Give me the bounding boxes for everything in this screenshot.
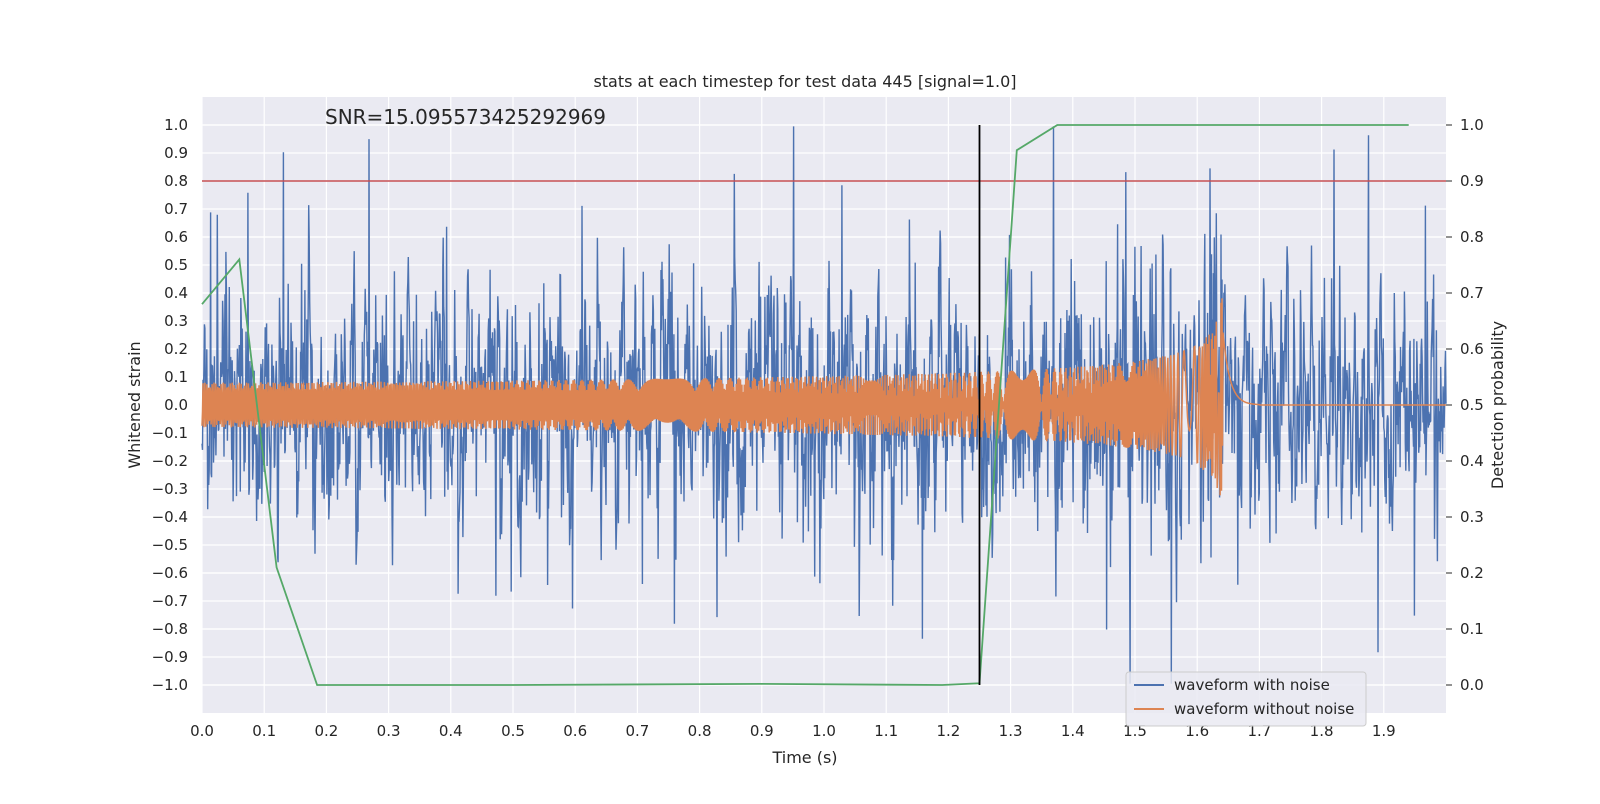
y-tick-label-left: 0.2 [164, 340, 188, 358]
x-tick-label: 0.1 [252, 722, 276, 740]
y-tick-label-right: 0.1 [1460, 620, 1484, 638]
y-tick-label-right: 0.7 [1460, 284, 1484, 302]
chart-title: stats at each timestep for test data 445… [593, 72, 1016, 91]
y-axis-label-left: Whitened strain [125, 341, 144, 468]
y-tick-label-right: 0.5 [1460, 396, 1484, 414]
y-tick-label-left: −0.7 [152, 592, 188, 610]
y-tick-label-right: 0.8 [1460, 228, 1484, 246]
y-tick-label-right: 0.2 [1460, 564, 1484, 582]
y-tick-label-left: 0.7 [164, 200, 188, 218]
y-tick-label-left: −0.3 [152, 480, 188, 498]
x-tick-label: 0.2 [314, 722, 338, 740]
y-tick-label-left: −1.0 [152, 676, 188, 694]
y-tick-label-left: 0.4 [164, 284, 188, 302]
legend-label-clean: waveform without noise [1174, 700, 1354, 718]
x-tick-label: 0.4 [439, 722, 463, 740]
x-tick-label: 0.8 [688, 722, 712, 740]
x-tick-label: 1.3 [999, 722, 1023, 740]
x-tick-label: 1.0 [812, 722, 836, 740]
y-tick-label-left: −0.6 [152, 564, 188, 582]
x-tick-label: 0.0 [190, 722, 214, 740]
snr-annotation: SNR=15.095573425292969 [325, 105, 606, 129]
x-axis-label: Time (s) [771, 748, 837, 767]
x-tick-label: 0.9 [750, 722, 774, 740]
legend: waveform with noise waveform without noi… [1125, 671, 1367, 727]
y-tick-label-left: −0.8 [152, 620, 188, 638]
y-tick-label-left: 0.1 [164, 368, 188, 386]
y-axis-label-right: Detection probability [1488, 321, 1507, 489]
y-tick-label-left: −0.9 [152, 648, 188, 666]
y-tick-label-left: 0.5 [164, 256, 188, 274]
y-tick-label-right: 0.0 [1460, 676, 1484, 694]
y-tick-label-right: 0.4 [1460, 452, 1484, 470]
series-line-probability [201, 124, 1409, 686]
x-tick-label: 0.3 [377, 722, 401, 740]
y-tick-label-left: 0.3 [164, 312, 188, 330]
legend-label-noise: waveform with noise [1174, 676, 1330, 694]
x-tick-label: 0.7 [625, 722, 649, 740]
y-tick-label-left: 0.0 [164, 396, 188, 414]
y-tick-label-left: 0.9 [164, 144, 188, 162]
y-tick-label-right: 0.3 [1460, 508, 1484, 526]
x-tick-label: 1.4 [1061, 722, 1085, 740]
y-tick-label-left: 0.8 [164, 172, 188, 190]
y-tick-label-right: 0.9 [1460, 172, 1484, 190]
x-tick-label: 0.5 [501, 722, 525, 740]
y-tick-label-left: −0.1 [152, 424, 188, 442]
y-tick-label-right: 0.6 [1460, 340, 1484, 358]
legend-box [1125, 671, 1367, 727]
series-line-clean [201, 298, 1446, 496]
x-tick-label: 1.9 [1372, 722, 1396, 740]
y-tick-label-left: 1.0 [164, 116, 188, 134]
x-tick-label: 0.6 [563, 722, 587, 740]
x-tick-label: 1.2 [936, 722, 960, 740]
x-tick-label: 1.1 [874, 722, 898, 740]
y-tick-label-left: −0.2 [152, 452, 188, 470]
y-tick-label-left: −0.5 [152, 536, 188, 554]
y-tick-label-left: 0.6 [164, 228, 188, 246]
y-tick-label-right: 1.0 [1460, 116, 1484, 134]
y-tick-label-left: −0.4 [152, 508, 188, 526]
